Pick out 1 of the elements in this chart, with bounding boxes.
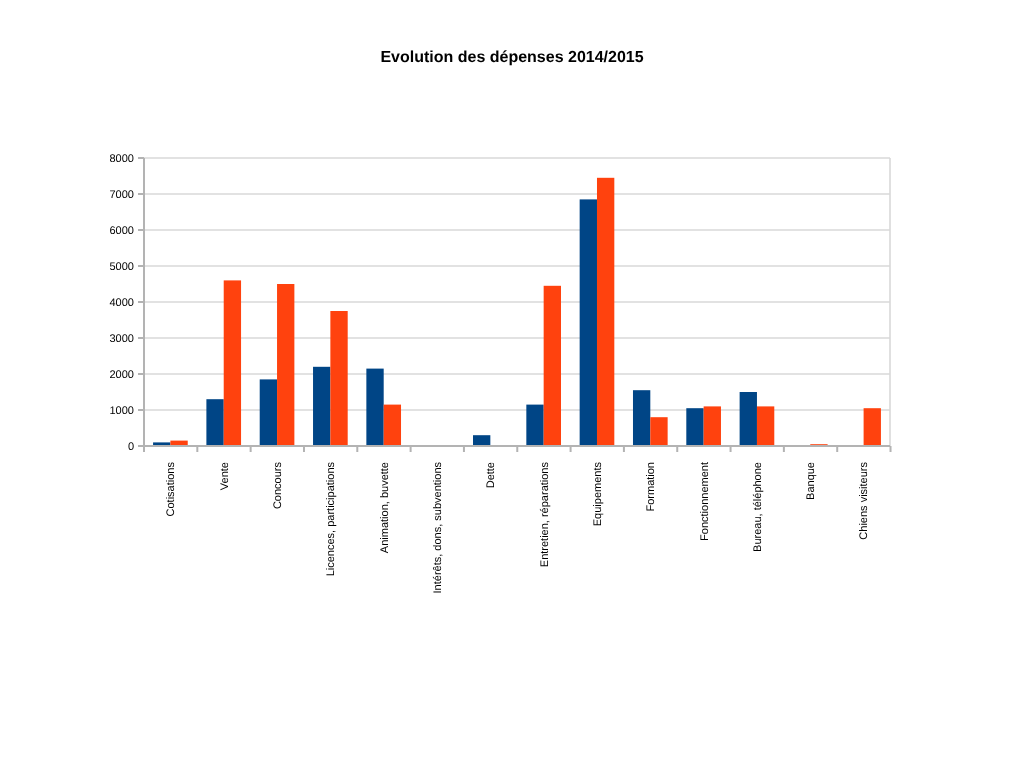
chart-title: Evolution des dépenses 2014/2015 bbox=[380, 48, 645, 66]
